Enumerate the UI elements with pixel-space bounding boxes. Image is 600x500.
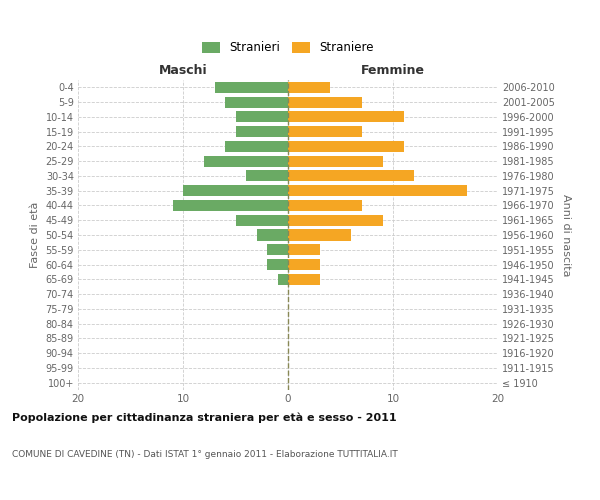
Text: Femmine: Femmine — [361, 64, 425, 77]
Bar — [204, 156, 288, 166]
Bar — [246, 170, 288, 181]
Bar — [288, 126, 361, 137]
Bar — [225, 96, 288, 108]
Bar — [288, 259, 320, 270]
Bar — [288, 82, 330, 93]
Bar — [288, 274, 320, 285]
Text: Popolazione per cittadinanza straniera per età e sesso - 2011: Popolazione per cittadinanza straniera p… — [12, 412, 397, 423]
Bar — [173, 200, 288, 211]
Bar — [257, 230, 288, 240]
Bar — [235, 214, 288, 226]
Bar — [288, 96, 361, 108]
Bar — [225, 141, 288, 152]
Bar — [183, 185, 288, 196]
Bar — [288, 185, 467, 196]
Text: COMUNE DI CAVEDINE (TN) - Dati ISTAT 1° gennaio 2011 - Elaborazione TUTTITALIA.I: COMUNE DI CAVEDINE (TN) - Dati ISTAT 1° … — [12, 450, 398, 459]
Bar — [288, 141, 404, 152]
Bar — [288, 214, 383, 226]
Bar — [288, 170, 414, 181]
Bar — [277, 274, 288, 285]
Bar — [235, 112, 288, 122]
Bar — [235, 126, 288, 137]
Bar — [267, 259, 288, 270]
Y-axis label: Anni di nascita: Anni di nascita — [560, 194, 571, 276]
Legend: Stranieri, Straniere: Stranieri, Straniere — [199, 38, 377, 58]
Text: Maschi: Maschi — [158, 64, 208, 77]
Bar — [267, 244, 288, 256]
Bar — [215, 82, 288, 93]
Bar — [288, 200, 361, 211]
Bar — [288, 156, 383, 166]
Bar — [288, 244, 320, 256]
Bar — [288, 112, 404, 122]
Bar — [288, 230, 351, 240]
Y-axis label: Fasce di età: Fasce di età — [30, 202, 40, 268]
